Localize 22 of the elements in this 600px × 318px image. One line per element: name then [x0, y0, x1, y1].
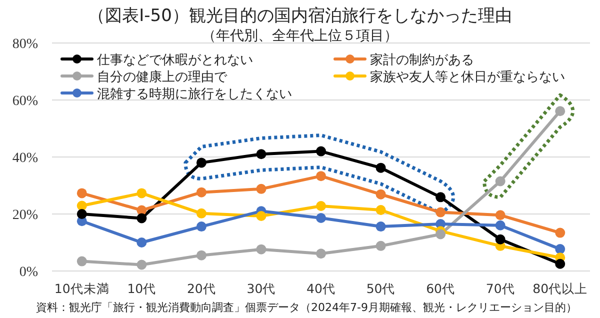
x-tick-label: 60代 [426, 281, 456, 296]
title: （図表Ⅰ-50）観光目的の国内宿泊旅行をしなかった理由 [88, 6, 512, 26]
x-tick-label: 50代 [366, 281, 396, 296]
legend-label: 混雑する時期に旅行をしたくない [97, 87, 292, 102]
y-tick-label: 60% [12, 94, 38, 109]
x-tick-label: 40代 [306, 281, 336, 296]
x-tick-label: 20代 [186, 281, 216, 296]
y-tick-label: 20% [12, 208, 38, 223]
x-tick-label: 70代 [486, 281, 515, 296]
x-tick-label: 10代 [127, 281, 156, 296]
text: 資料：観光庁「旅行・観光消費動向調査」個票データ（2024年7-9月期確報、観光・レクリエーション目的） [36, 301, 577, 314]
subtitle: （年代別、全年代上位５項目） [202, 28, 398, 44]
x-tick-label: 30代 [246, 281, 276, 296]
legend-label: 家計の制約がある [370, 52, 474, 68]
y-tick-label: 80% [12, 37, 38, 52]
y-tick-label: 40% [12, 151, 38, 166]
legend-label: 家族や友人等と休日が重ならない [370, 69, 565, 85]
x-tick-label: 10代未満 [54, 281, 110, 296]
y-tick-label: 0% [19, 265, 38, 280]
legend-label: 仕事などで休暇がとれない [96, 53, 253, 68]
x-tick-label: 80代以上 [532, 281, 588, 296]
legend-label: 自分の健康上の理由で [97, 70, 228, 85]
